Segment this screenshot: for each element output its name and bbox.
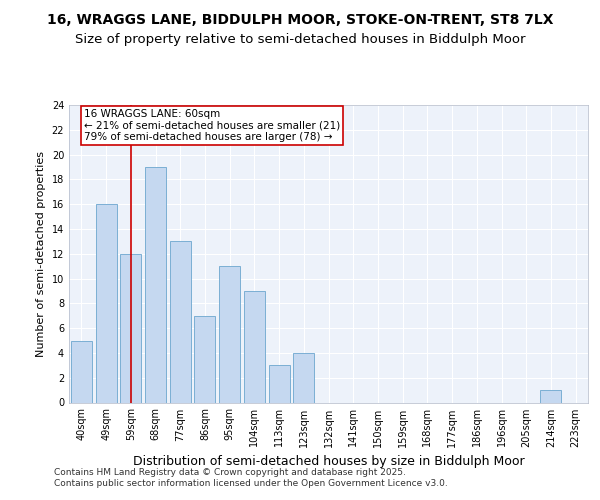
Bar	[219, 266, 240, 402]
Bar	[95, 204, 116, 402]
Bar	[145, 167, 166, 402]
Bar	[541, 390, 562, 402]
Text: 16 WRAGGS LANE: 60sqm
← 21% of semi-detached houses are smaller (21)
79% of semi: 16 WRAGGS LANE: 60sqm ← 21% of semi-deta…	[84, 108, 340, 142]
Text: Contains HM Land Registry data © Crown copyright and database right 2025.
Contai: Contains HM Land Registry data © Crown c…	[54, 468, 448, 487]
Bar	[244, 291, 265, 403]
Bar	[120, 254, 141, 402]
Bar	[269, 366, 290, 403]
Bar	[71, 340, 92, 402]
Text: Size of property relative to semi-detached houses in Biddulph Moor: Size of property relative to semi-detach…	[75, 32, 525, 46]
Text: 16, WRAGGS LANE, BIDDULPH MOOR, STOKE-ON-TRENT, ST8 7LX: 16, WRAGGS LANE, BIDDULPH MOOR, STOKE-ON…	[47, 12, 553, 26]
Bar	[170, 242, 191, 402]
X-axis label: Distribution of semi-detached houses by size in Biddulph Moor: Distribution of semi-detached houses by …	[133, 455, 524, 468]
Y-axis label: Number of semi-detached properties: Number of semi-detached properties	[36, 151, 46, 357]
Bar	[293, 353, 314, 403]
Bar	[194, 316, 215, 402]
